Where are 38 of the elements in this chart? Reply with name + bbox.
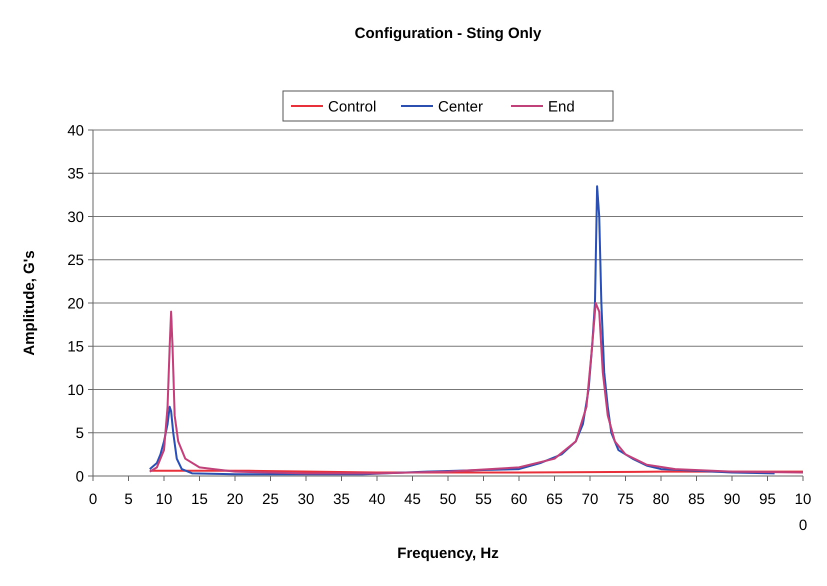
x-tick-label: 55 (475, 491, 492, 508)
legend-label: Control (328, 98, 376, 116)
x-tick-label: 35 (333, 491, 350, 508)
chart-title: Configuration - Sting Only (354, 25, 542, 42)
line-series (148, 302, 804, 474)
y-tick-label: 5 (76, 425, 84, 442)
x-tick-label: 30 (298, 491, 314, 508)
y-tick-label: 10 (67, 382, 84, 399)
y-axis-title: Amplitude, G's (21, 250, 38, 356)
x-tick-label: 40 (368, 491, 386, 508)
x-tick-label: 85 (688, 491, 705, 508)
legend-label: Center (438, 98, 484, 116)
line-series (148, 185, 776, 476)
x-tick-label: 45 (404, 491, 421, 508)
y-tick-label: 40 (67, 122, 84, 140)
x-tick-label: 50 (440, 491, 456, 508)
x-tick-label: 10 (156, 491, 172, 508)
x-tick-label: 20 (226, 491, 244, 508)
x-tick-label: 0 (88, 491, 98, 508)
x-tick-label: 75 (617, 491, 634, 508)
y-tick-label: 35 (67, 166, 84, 182)
x-tick-label: 15 (191, 491, 208, 508)
y-tick-label: 30 (67, 208, 84, 226)
x-axis-title: Frequency, Hz (397, 545, 499, 562)
x-tick-label: 25 (262, 491, 279, 508)
x-tick-label: 65 (546, 491, 563, 508)
x-tick-label: 5 (124, 491, 133, 508)
x-tick-label: 60 (510, 491, 528, 508)
legend-label: End (548, 98, 575, 116)
y-tick-label: 15 (67, 338, 84, 356)
x-tick-label: 90 (724, 491, 740, 508)
y-tick-label: 20 (67, 295, 84, 312)
y-tick-label: 25 (67, 252, 84, 269)
y-tick-label: 0 (76, 468, 84, 486)
x-tick-label: 10 0 (794, 491, 812, 534)
x-tick-label: 95 (759, 491, 776, 508)
x-tick-label: 70 (582, 491, 598, 508)
x-tick-label: 80 (652, 491, 670, 508)
